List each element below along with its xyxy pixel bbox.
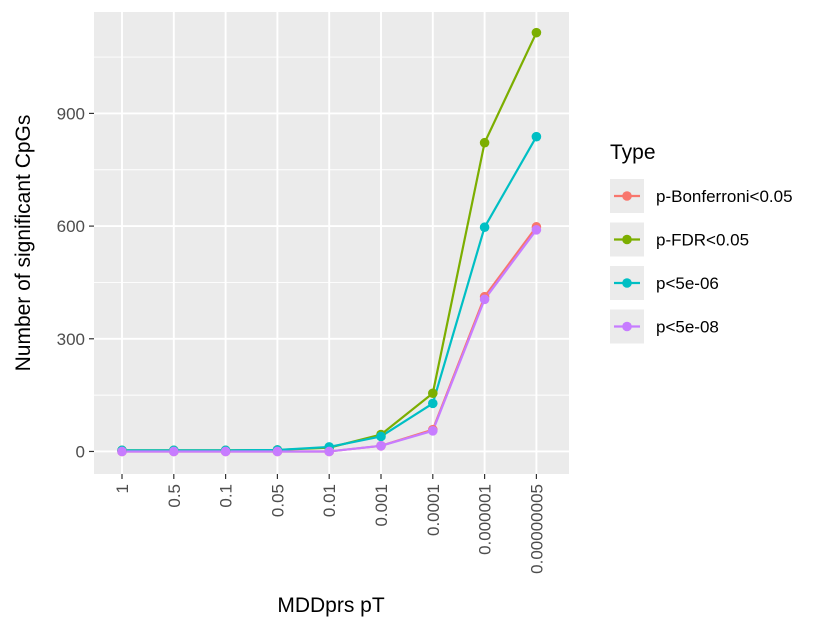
x-tick-label: 0.5 — [165, 484, 184, 508]
data-point — [531, 225, 542, 235]
legend-label-3: p<5e-08 — [656, 318, 719, 337]
legend-label-0: p-Bonferroni<0.05 — [656, 187, 793, 206]
data-point — [324, 446, 335, 457]
legend-label-1: p-FDR<0.05 — [656, 231, 749, 250]
data-point — [272, 446, 283, 457]
x-axis-title: MDDprs pT — [277, 594, 385, 617]
data-point — [531, 27, 542, 38]
x-tick-label: 0.001 — [372, 484, 391, 527]
legend-key-point — [622, 278, 632, 288]
x-axis: 1 0.5 0.1 0.05 0.01 0.001 0.0001 0.000001 0.0000… — [113, 474, 546, 574]
legend-key-point — [622, 191, 632, 201]
x-tick-label: 0.01 — [320, 484, 339, 517]
y-axis-title: Number of significant CpGs — [12, 115, 35, 372]
y-tick-label: 900 — [57, 104, 85, 123]
plot-panel — [94, 12, 569, 474]
data-point — [428, 398, 438, 409]
x-tick-label: 0.000001 — [476, 484, 495, 555]
data-point — [531, 131, 542, 142]
x-tick-label: 1 — [113, 484, 132, 493]
legend: Type p-Bonferroni<0.05 p-FDR<0.05 p<5e-06 p… — [610, 141, 793, 344]
y-tick-label: 600 — [57, 217, 85, 236]
y-tick-label: 0 — [76, 442, 85, 461]
data-point — [479, 294, 490, 305]
data-point — [428, 426, 438, 436]
grid-lines — [94, 12, 569, 474]
data-point — [376, 441, 386, 451]
data-point — [479, 137, 490, 148]
data-point — [117, 446, 127, 457]
series-points — [117, 27, 542, 457]
legend-label-2: p<5e-06 — [656, 274, 719, 293]
y-tick-label: 300 — [57, 330, 85, 349]
data-point — [169, 446, 179, 457]
legend-title: Type — [610, 141, 656, 164]
y-axis: 0 300 600 900 — [57, 104, 94, 461]
data-point — [428, 388, 438, 399]
legend-key-point — [622, 321, 632, 332]
x-tick-label: 0.1 — [217, 484, 236, 508]
legend-key-point — [622, 234, 632, 245]
data-point — [376, 431, 386, 442]
x-tick-label: 0.0001 — [424, 484, 443, 536]
data-point — [479, 222, 490, 233]
x-tick-label: 0.00000005 — [527, 484, 546, 574]
x-tick-label: 0.05 — [268, 484, 287, 517]
data-point — [220, 446, 231, 457]
